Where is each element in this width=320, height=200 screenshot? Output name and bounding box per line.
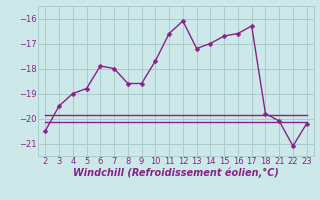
X-axis label: Windchill (Refroidissement éolien,°C): Windchill (Refroidissement éolien,°C) — [73, 168, 279, 178]
